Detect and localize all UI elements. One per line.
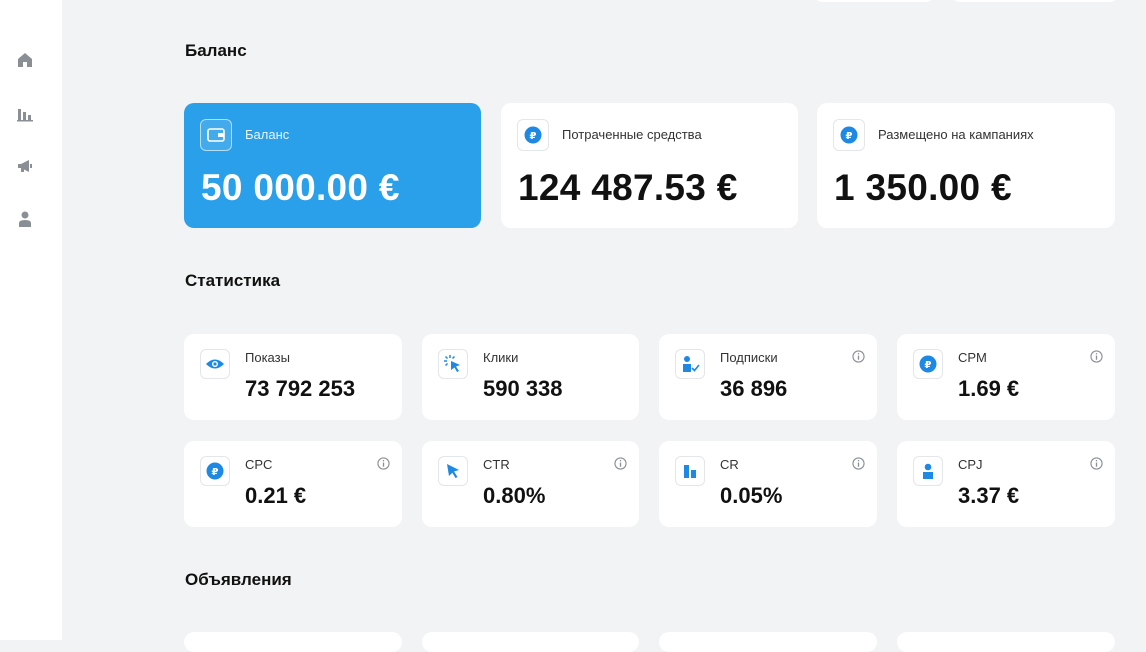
sidebar-item-statistics[interactable] [13,102,37,126]
spent-funds-card[interactable]: ₽ Потраченные средства 124 487.53 € [501,103,798,228]
stat-value: 0.21 € [245,483,307,508]
info-icon[interactable] [1090,350,1103,363]
ruble-coin-icon: ₽ [200,456,230,486]
stat-label: Показы [245,350,290,365]
stat-value: 590 338 [483,376,563,401]
stat-card-cpm[interactable]: ₽ CPM 1.69 € [897,334,1115,420]
spent-funds-value: 124 487.53 € [518,167,738,208]
sidebar-item-profile[interactable] [13,207,37,231]
placed-on-campaigns-card[interactable]: ₽ Размещено на кампаниях 1 350.00 € [817,103,1115,228]
svg-text:₽: ₽ [846,131,853,142]
stat-card-subscriptions[interactable]: Подписки 36 896 [659,334,877,420]
ruble-coin-icon: ₽ [913,349,943,379]
stat-value: 0.05% [720,483,783,508]
svg-text:₽: ₽ [212,467,219,478]
placed-on-campaigns-value: 1 350.00 € [834,167,1012,208]
placed-on-campaigns-label: Размещено на кампаниях [878,127,1034,142]
stat-value: 3.37 € [958,483,1020,508]
bar-chart-icon [17,109,33,122]
stat-card-ctr[interactable]: CTR 0.80% [422,441,639,527]
user-icon [19,211,31,227]
info-icon[interactable] [852,457,865,470]
ad-card[interactable] [422,632,639,652]
stat-label: CTR [483,457,510,472]
stat-card-cpc[interactable]: ₽ CPC 0.21 € [184,441,402,527]
ad-card[interactable] [184,632,402,652]
main-content: Баланс Баланс 50 000.00 € ₽ Потраченные … [62,0,1146,652]
wallet-icon [200,119,232,151]
header-button[interactable] [814,0,934,2]
svg-text:₽: ₽ [925,360,932,371]
ruble-coin-icon: ₽ [833,119,865,151]
sidebar-item-ads[interactable] [13,154,37,178]
stat-value: 0.80% [483,483,546,508]
home-icon [18,53,32,67]
stat-value: 73 792 253 [245,376,356,401]
ad-card[interactable] [659,632,877,652]
info-icon[interactable] [614,457,627,470]
stat-value: 1.69 € [958,376,1020,401]
info-icon[interactable] [1090,457,1103,470]
click-icon [438,349,468,379]
balance-section-title: Баланс [185,41,247,60]
bar-icon [675,456,705,486]
statistics-section-title: Статистика [185,271,281,290]
stat-label: Клики [483,350,519,365]
megaphone-icon [18,160,32,172]
info-icon[interactable] [852,350,865,363]
sidebar [0,0,62,640]
info-icon[interactable] [377,457,390,470]
spent-funds-label: Потраченные средства [562,127,702,142]
sidebar-item-home[interactable] [13,48,37,72]
stat-label: CR [720,457,739,472]
stat-card-cr[interactable]: CR 0.05% [659,441,877,527]
header-button[interactable] [952,0,1118,2]
ad-card[interactable] [897,632,1115,652]
stat-label: CPC [245,457,273,472]
stat-card-clicks[interactable]: Клики 590 338 [422,334,639,420]
stat-card-cpj[interactable]: CPJ 3.37 € [897,441,1115,527]
subscription-icon [675,349,705,379]
cursor-icon [438,456,468,486]
eye-icon [200,349,230,379]
stat-label: CPJ [958,457,983,472]
stat-value: 36 896 [720,376,788,401]
balance-card[interactable]: Баланс 50 000.00 € [184,103,481,228]
balance-card-value: 50 000.00 € [201,167,400,208]
stat-card-impressions[interactable]: Показы 73 792 253 [184,334,402,420]
ruble-coin-icon: ₽ [517,119,549,151]
balance-card-label: Баланс [245,127,290,142]
stat-label: CPM [958,350,987,365]
user-icon [913,456,943,486]
ads-section-title: Объявления [185,570,292,589]
svg-text:₽: ₽ [530,131,537,142]
stat-label: Подписки [720,350,778,365]
